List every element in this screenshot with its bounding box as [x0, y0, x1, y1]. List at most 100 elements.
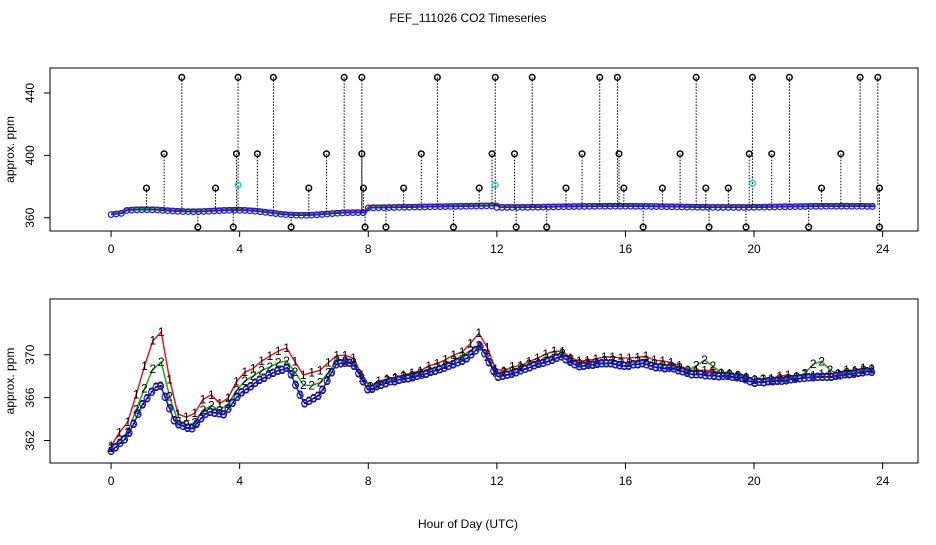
bottom-series-3-point — [593, 360, 601, 368]
bottom-series-3-point — [111, 443, 120, 451]
bottom-series-3-point — [539, 359, 547, 367]
bottom-series-3-label: 3 — [814, 370, 821, 384]
bottom-series-3-label: 3 — [850, 367, 857, 381]
top-spike-high-marker — [358, 73, 366, 81]
top-x-tick-label: 4 — [236, 242, 243, 256]
top-cyan-marker — [491, 181, 499, 189]
bottom-x-tick-label: 8 — [365, 474, 372, 488]
top-series-point — [117, 209, 125, 217]
bottom-series-3-point — [611, 360, 619, 369]
top-spike-high-marker — [785, 73, 793, 81]
bottom-series-3-point — [107, 447, 115, 455]
bottom-series-3-point — [494, 373, 502, 381]
bottom-plot-frame — [49, 298, 919, 464]
bottom-series-2-label: 2 — [150, 362, 157, 376]
top-spike-high-marker — [856, 73, 864, 81]
top-x-tick-label: 0 — [108, 242, 115, 256]
top-spike-mid-marker — [253, 150, 261, 158]
bottom-series-3-label: 3 — [733, 370, 740, 384]
bottom-series-3-point — [395, 376, 403, 384]
bottom-series-3-point — [823, 373, 831, 381]
top-spike-bottom-marker — [382, 223, 390, 231]
bottom-series-3-label: 3 — [391, 374, 398, 388]
bottom-series-3-point — [638, 359, 646, 367]
bottom-series-1-label: 1 — [358, 368, 365, 382]
bottom-series-3-point — [116, 439, 124, 447]
bottom-series-1-label: 1 — [643, 349, 650, 363]
bottom-series-3-label: 3 — [571, 358, 578, 372]
bottom-series-3-point — [746, 378, 754, 386]
chart-title: FEF_111026 CO2 Timeseries — [390, 11, 547, 25]
bottom-series-3-label: 3 — [868, 365, 875, 379]
bottom-series-3-point — [431, 367, 439, 375]
top-spike-low-marker — [359, 184, 367, 192]
bottom-series-3-point — [472, 347, 480, 355]
top-x-tick-label: 16 — [619, 242, 633, 256]
top-spike-bottom-marker — [639, 223, 647, 231]
bottom-series-3-point — [845, 370, 853, 379]
bottom-series-3-label: 3 — [594, 357, 601, 371]
bottom-series-1-label: 1 — [467, 336, 474, 350]
bottom-series-3-label: 3 — [666, 361, 673, 375]
bottom-series-3-point — [683, 369, 691, 377]
bottom-series-3-point — [341, 359, 349, 367]
bottom-series-3-point — [787, 376, 795, 384]
bottom-series-1-label: 1 — [308, 365, 315, 379]
bottom-series-3-label: 3 — [720, 369, 727, 383]
bottom-series-3-label: 3 — [769, 374, 776, 388]
top-x-tick-label: 8 — [365, 242, 372, 256]
bottom-series-2-label: 2 — [526, 357, 533, 371]
bottom-series-1-label: 1 — [659, 354, 666, 368]
bottom-series-3-point — [192, 420, 201, 428]
top-series-line-3 — [111, 204, 875, 217]
bottom-series-3-point — [791, 375, 799, 383]
bottom-series-3-point — [868, 368, 876, 376]
bottom-series-2-label: 2 — [484, 350, 491, 364]
bottom-series-3-point — [805, 374, 813, 382]
bottom-series-3-label: 3 — [229, 396, 236, 410]
bottom-series-3-label: 3 — [279, 363, 286, 377]
bottom-series-2-label: 2 — [225, 397, 232, 411]
bottom-series-2-label: 2 — [651, 356, 658, 370]
bottom-series-3-label: 3 — [450, 357, 457, 371]
bottom-series-1-label: 1 — [150, 334, 157, 348]
bottom-series-3-label: 3 — [828, 370, 835, 384]
bottom-series-3-label: 3 — [760, 375, 767, 389]
bottom-series-3-point — [143, 394, 151, 402]
bottom-series-1-label: 1 — [333, 349, 340, 363]
bottom-series-1-label: 1 — [258, 354, 265, 368]
bottom-series-3-label: 3 — [423, 367, 430, 381]
bottom-series-3-point — [373, 383, 381, 391]
bottom-series-3-label: 3 — [274, 364, 281, 378]
bottom-series-3-label: 3 — [193, 417, 200, 431]
bottom-series-3-point — [485, 358, 493, 366]
bottom-series-3-point — [400, 375, 408, 383]
bottom-series-3-point — [503, 371, 511, 379]
bottom-series-3-point — [427, 368, 435, 376]
bottom-series-3-point — [413, 372, 421, 380]
bottom-series-3-label: 3 — [396, 373, 403, 387]
bottom-series-3-label: 3 — [126, 426, 133, 440]
bottom-series-2-label: 2 — [818, 354, 825, 368]
bottom-series-3-point — [598, 359, 606, 368]
bottom-series-3-label: 3 — [387, 375, 394, 389]
bottom-series-1-label: 1 — [843, 363, 850, 377]
bottom-series-3-point — [616, 361, 624, 370]
bottom-series-1-label: 1 — [141, 359, 148, 373]
bottom-series-1-label: 1 — [609, 350, 616, 364]
bottom-series-3-label: 3 — [202, 407, 209, 421]
bottom-series-1-label: 1 — [275, 344, 282, 358]
top-spike-low-marker — [475, 184, 483, 192]
bottom-series-3-point — [278, 366, 286, 374]
bottom-series-2-label: 2 — [250, 369, 257, 383]
bottom-series-3-point — [386, 378, 394, 386]
bottom-series-3-point — [836, 372, 844, 380]
bottom-series-3-label: 3 — [153, 380, 160, 394]
bottom-series-3-label: 3 — [360, 374, 367, 388]
bottom-series-3-point — [710, 372, 718, 380]
bottom-series-3-label: 3 — [729, 370, 736, 384]
bottom-series-3-label: 3 — [315, 389, 322, 403]
top-spike-bottom-marker — [705, 223, 713, 231]
bottom-series-1-label: 1 — [509, 360, 516, 374]
bottom-series-2-label: 2 — [417, 366, 424, 380]
